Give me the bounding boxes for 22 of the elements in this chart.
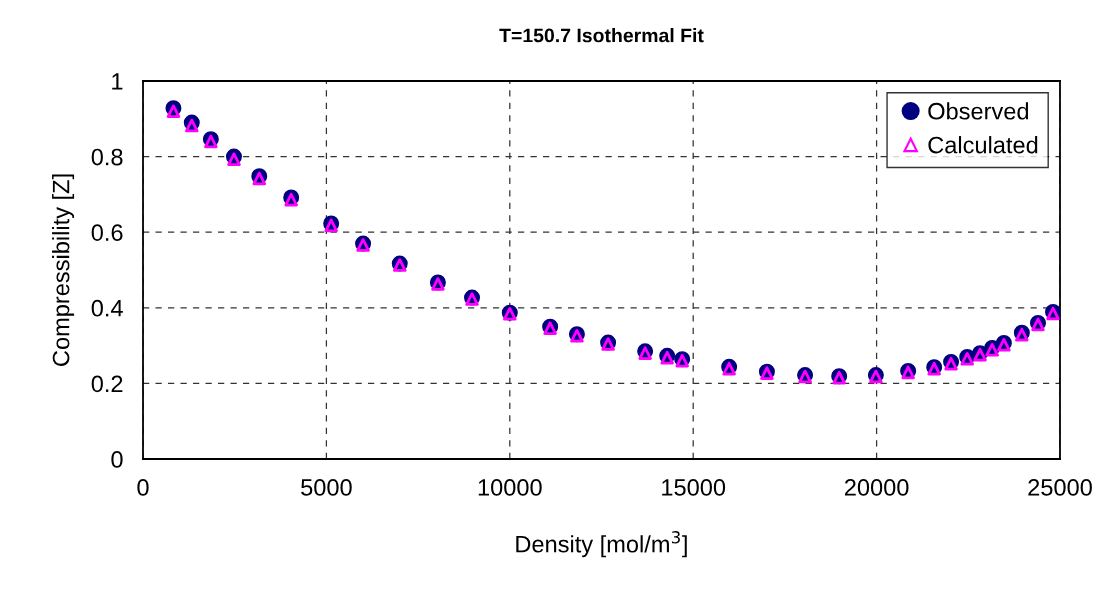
x-tick-label: 25000 [1028,479,1092,496]
y-tick-label: 0.6 [91,224,123,241]
y-tick-label: 1 [112,73,123,90]
point [185,118,199,133]
x-tick-label: 20000 [844,479,909,496]
x-tick-label: 10000 [478,479,542,496]
point [960,352,974,366]
y-axis-title: Compressibility [Z] [52,174,75,366]
y-tick-label: 0.2 [91,375,123,393]
legend-label: Calculated [928,136,1038,154]
x-tick-label: 5000 [301,479,352,496]
point [166,104,181,119]
y-tick-label: 0.4 [91,299,123,317]
x-axis-title: Density [mol/m$^{3}$] [516,531,687,558]
x-tick-label: 15000 [662,479,726,496]
x-tick-label: 0 [137,479,149,496]
chart-title: T=150.7 Isothermal Fit [499,28,704,43]
y-tick-label: 0 [111,451,123,468]
y-tick-label: 0.8 [91,148,123,166]
point [997,338,1011,352]
legend-label: Observed [928,102,1029,120]
point [227,152,241,167]
